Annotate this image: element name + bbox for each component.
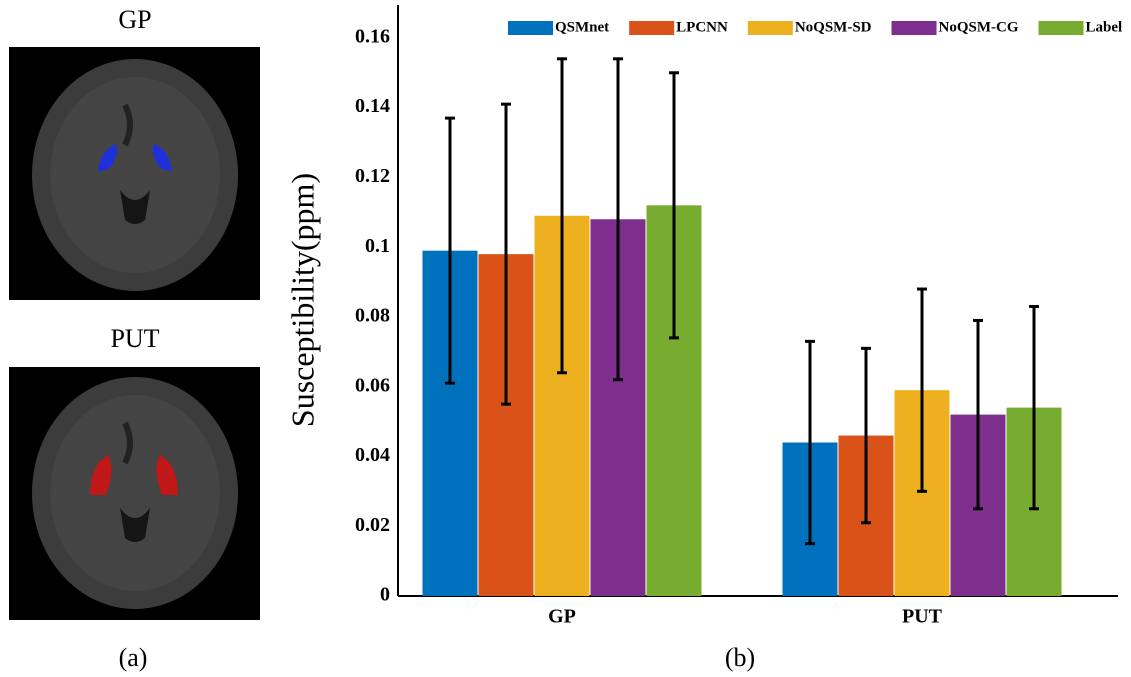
error-bar <box>613 57 623 382</box>
error-bar <box>973 318 983 511</box>
legend-swatch <box>1038 21 1084 35</box>
y-tick-label: 0.04 <box>355 444 390 466</box>
legend-swatch <box>508 21 553 35</box>
x-tick-label: GP <box>548 606 576 628</box>
x-tick-label: PUT <box>902 606 943 628</box>
y-axis-label: Susceptibility(ppm) <box>284 173 320 427</box>
y-tick-label: 0 <box>380 584 390 606</box>
error-bar <box>669 71 679 340</box>
y-tick-label: 0.12 <box>355 165 390 187</box>
error-bar <box>917 287 927 493</box>
error-bar <box>557 57 567 375</box>
legend-swatch <box>747 21 793 35</box>
y-tick-label: 0.1 <box>365 235 390 257</box>
error-bar <box>861 346 871 525</box>
legend-swatch <box>629 21 675 35</box>
y-tick-label: 0.16 <box>355 25 390 47</box>
brain-image <box>9 47 260 300</box>
image-label: GP <box>118 5 151 34</box>
y-tick-label: 0.08 <box>355 305 390 327</box>
y-tick-label: 0.06 <box>355 374 390 396</box>
legend-swatch <box>891 21 937 35</box>
brain-image <box>9 367 260 620</box>
legend-label: NoQSM-SD <box>795 19 872 35</box>
legend-label: QSMnet <box>555 19 609 35</box>
error-bar <box>805 339 815 546</box>
legend-label: LPCNN <box>676 19 728 35</box>
y-tick-label: 0.14 <box>355 95 390 117</box>
image-label: PUT <box>110 324 159 353</box>
y-tick-label: 0.02 <box>355 514 390 536</box>
legend-label: NoQSM-CG <box>939 19 1019 35</box>
error-bar <box>445 116 455 385</box>
caption: (a) <box>119 643 148 672</box>
error-bar <box>501 102 511 406</box>
error-bar <box>1029 304 1039 511</box>
legend-label: Label <box>1086 19 1123 35</box>
caption: (b) <box>725 643 755 672</box>
